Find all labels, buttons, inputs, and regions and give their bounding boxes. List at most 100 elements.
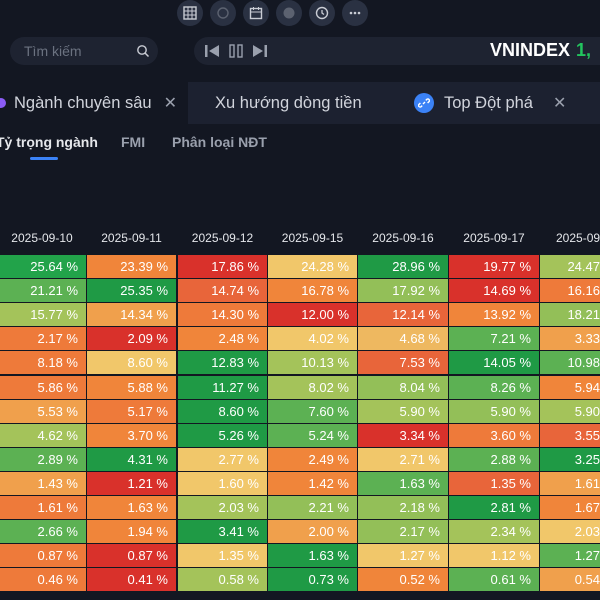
table-cell: 2.17 % bbox=[358, 520, 448, 544]
table-cell: 5.90 bbox=[540, 399, 600, 423]
table-cell: 1.61 bbox=[540, 471, 600, 495]
table-cell: 14.34 % bbox=[87, 303, 176, 327]
column-header[interactable]: 2025-09-11 bbox=[101, 231, 162, 245]
index-name: VNINDEX bbox=[490, 40, 571, 60]
dollar-icon[interactable] bbox=[276, 0, 302, 26]
table-cell: 12.14 % bbox=[358, 303, 448, 327]
vnindex-ticker[interactable]: VNINDEX 1, bbox=[490, 40, 591, 61]
table-cell: 0.54 bbox=[540, 568, 600, 592]
skip-forward-icon[interactable] bbox=[252, 43, 268, 59]
table-cell: 5.53 % bbox=[0, 399, 86, 423]
column-header[interactable]: 2025-09-17 bbox=[463, 231, 525, 245]
table-cell: 24.28 % bbox=[268, 255, 357, 279]
link-icon bbox=[414, 93, 434, 113]
table-cell: 1.60 % bbox=[178, 471, 267, 495]
subtab-ty-trong-nganh[interactable]: Tỷ trọng ngành bbox=[0, 134, 98, 150]
table-cell: 3.70 % bbox=[87, 423, 176, 447]
table-cell: 15.77 % bbox=[0, 303, 86, 327]
table-cell: 13.92 % bbox=[449, 303, 539, 327]
table-cell: 14.74 % bbox=[178, 279, 267, 303]
table-cell: 11.27 % bbox=[178, 375, 267, 399]
table-cell: 17.92 % bbox=[358, 279, 448, 303]
table-cell: 5.26 % bbox=[178, 423, 267, 447]
search-box[interactable] bbox=[10, 37, 158, 65]
calendar-icon[interactable] bbox=[243, 0, 269, 26]
table-cell: 1.63 % bbox=[268, 544, 357, 568]
table-cell: 4.68 % bbox=[358, 327, 448, 351]
table-cell: 10.98 bbox=[540, 351, 600, 375]
table-cell: 1.42 % bbox=[268, 471, 357, 495]
tab-label: Top Đột phá bbox=[444, 93, 533, 112]
pause-icon[interactable] bbox=[228, 43, 244, 59]
table-cell: 0.46 % bbox=[0, 568, 86, 592]
tab-top-dot-pha[interactable]: Top Đột phá ✕ bbox=[402, 82, 600, 124]
table-cell: 2.21 % bbox=[268, 496, 357, 520]
table-cell: 0.87 % bbox=[0, 544, 86, 568]
zoom-icon[interactable] bbox=[210, 0, 236, 26]
table-cell: 16.16 bbox=[540, 279, 600, 303]
table-cell: 8.26 % bbox=[449, 375, 539, 399]
table-cell: 1.43 % bbox=[0, 471, 86, 495]
table-cell: 25.64 % bbox=[0, 255, 86, 279]
table-cell: 14.69 % bbox=[449, 279, 539, 303]
subtab-fmi[interactable]: FMI bbox=[121, 134, 146, 150]
table-cell: 2.03 % bbox=[178, 496, 267, 520]
table-cell: 2.09 % bbox=[87, 327, 176, 351]
active-subtab-underline bbox=[30, 157, 58, 160]
table-cell: 8.60 % bbox=[178, 399, 267, 423]
replay-controls bbox=[194, 37, 600, 65]
table-cell: 4.31 % bbox=[87, 447, 176, 471]
table-cell: 2.88 % bbox=[449, 447, 539, 471]
table-cell: 1.27 % bbox=[358, 544, 448, 568]
table-cell: 7.53 % bbox=[358, 351, 448, 375]
table-cell: 3.60 % bbox=[449, 423, 539, 447]
table-cell: 2.34 % bbox=[449, 520, 539, 544]
table-cell: 5.90 % bbox=[358, 399, 448, 423]
column-header[interactable]: 2025-09-16 bbox=[372, 231, 434, 245]
column-header[interactable]: 2025-09- bbox=[556, 231, 600, 245]
table-icon[interactable] bbox=[177, 0, 203, 26]
close-icon[interactable]: ✕ bbox=[552, 95, 567, 112]
table-cell: 24.47 bbox=[540, 255, 600, 279]
search-input[interactable] bbox=[24, 43, 134, 59]
table-cell: 12.83 % bbox=[178, 351, 267, 375]
tab-label: Ngành chuyên sâu bbox=[14, 93, 152, 112]
table-cell: 0.87 % bbox=[87, 544, 176, 568]
tab-label: Xu hướng dòng tiền bbox=[215, 93, 362, 112]
table-cell: 14.05 % bbox=[449, 351, 539, 375]
table-header: 2025-09-10 2025-09-11 2025-09-12 2025-09-15… bbox=[0, 222, 600, 255]
skip-back-icon[interactable] bbox=[204, 43, 220, 59]
table-cell: 2.71 % bbox=[358, 447, 448, 471]
table-cell: 5.90 % bbox=[449, 399, 539, 423]
table-cell: 0.52 % bbox=[358, 568, 448, 592]
tab-nganh-chuyen-sau[interactable]: Ngành chuyên sâu ✕ bbox=[0, 82, 188, 124]
search-icon[interactable] bbox=[136, 44, 150, 58]
table-cell: 4.62 % bbox=[0, 423, 86, 447]
column-header[interactable]: 2025-09-12 bbox=[191, 231, 254, 245]
table-cell: 1.67 bbox=[540, 496, 600, 520]
table-cell: 2.49 % bbox=[268, 447, 357, 471]
table-cell: 1.27 bbox=[540, 544, 600, 568]
table-cell: 23.39 % bbox=[87, 255, 176, 279]
table-cell: 3.33 bbox=[540, 327, 600, 351]
subtabs: Tỷ trọng ngành FMI Phân loại NĐT bbox=[0, 134, 600, 160]
table-cell: 8.04 % bbox=[358, 375, 448, 399]
table-cell: 1.21 % bbox=[87, 471, 176, 495]
clock-icon[interactable] bbox=[309, 0, 335, 26]
table-cell: 3.34 % bbox=[358, 423, 448, 447]
table-cell: 5.88 % bbox=[87, 375, 176, 399]
column-header[interactable]: 2025-09-15 bbox=[281, 231, 344, 245]
more-icon[interactable] bbox=[342, 0, 368, 26]
table-cell: 2.48 % bbox=[178, 327, 267, 351]
tab-xu-huong-dong-tien[interactable]: Xu hướng dòng tiền bbox=[215, 82, 395, 124]
table-cell: 7.60 % bbox=[268, 399, 357, 423]
tab-active-dot-icon bbox=[0, 98, 6, 108]
table-cell: 25.35 % bbox=[87, 279, 176, 303]
column-header[interactable]: 2025-09-10 bbox=[11, 231, 73, 245]
close-icon[interactable]: ✕ bbox=[163, 95, 178, 112]
table-cell: 1.63 % bbox=[87, 496, 176, 520]
table-cell: 2.66 % bbox=[0, 520, 86, 544]
subtab-phan-loai-ndt[interactable]: Phân loại NĐT bbox=[172, 134, 267, 150]
table-cell: 28.96 % bbox=[358, 255, 448, 279]
table-cell: 18.21 bbox=[540, 303, 600, 327]
